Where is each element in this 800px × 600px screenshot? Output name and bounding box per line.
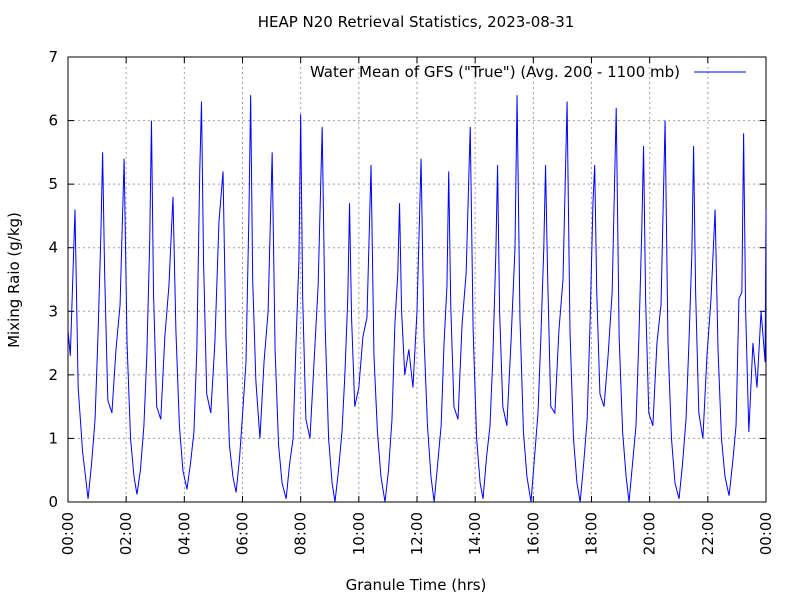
chart-title: HEAP N20 Retrieval Statistics, 2023-08-3… <box>258 13 575 31</box>
x-tick-label: 00:00 <box>757 512 775 555</box>
x-tick-label: 18:00 <box>583 512 601 555</box>
x-axis-label: Granule Time (hrs) <box>346 576 487 594</box>
x-tick-label: 02:00 <box>117 512 135 555</box>
x-tick-label: 22:00 <box>699 512 717 555</box>
x-tick-label: 06:00 <box>234 512 252 555</box>
x-tick-label: 16:00 <box>524 512 542 555</box>
x-tick-label: 00:00 <box>59 512 77 555</box>
y-tick-label: 1 <box>48 429 58 447</box>
x-tick-label: 20:00 <box>641 512 659 555</box>
x-tick-label: 10:00 <box>350 512 368 555</box>
x-tick-label: 04:00 <box>175 512 193 555</box>
data-line <box>67 95 767 503</box>
x-tick-label: 14:00 <box>466 512 484 555</box>
legend-label: Water Mean of GFS ("True") (Avg. 200 - 1… <box>310 63 680 81</box>
y-tick-label: 0 <box>48 493 58 511</box>
x-tick-label: 12:00 <box>408 512 426 555</box>
y-axis-label: Mixing Raio (g/kg) <box>5 212 23 348</box>
y-tick-label: 5 <box>48 175 58 193</box>
y-tick-label: 7 <box>48 48 58 66</box>
y-tick-label: 2 <box>48 366 58 384</box>
y-tick-label: 4 <box>48 239 58 257</box>
x-tick-label: 08:00 <box>292 512 310 555</box>
y-tick-label: 3 <box>48 302 58 320</box>
y-tick-label: 6 <box>48 112 58 130</box>
